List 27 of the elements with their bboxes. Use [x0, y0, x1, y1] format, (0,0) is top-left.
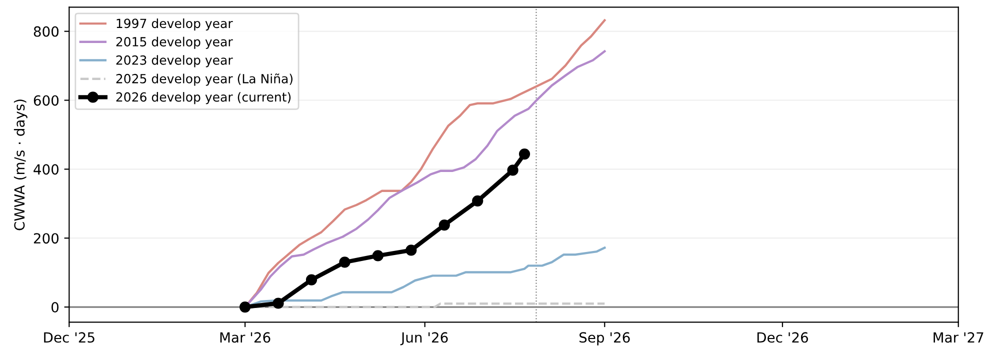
legend-label: 2023 develop year: [116, 55, 233, 68]
point: [372, 250, 384, 262]
x-tick-label: Sep '26: [580, 332, 630, 346]
y-tick-label: 200: [34, 233, 59, 244]
x-tick-label: Jun '26: [400, 332, 448, 346]
y-tick-label: 400: [34, 164, 59, 175]
y-tick-label: 0: [52, 302, 59, 313]
point: [239, 301, 251, 313]
legend-label: 2026 develop year (current): [116, 92, 291, 104]
point: [306, 274, 318, 286]
point: [507, 164, 518, 176]
point: [406, 244, 417, 256]
y-tick-label: 600: [34, 95, 59, 106]
y-tick-label: 800: [34, 26, 59, 37]
point: [518, 148, 530, 160]
x-tick-label: Dec '26: [757, 332, 808, 343]
x-tick-label: Dec '25: [44, 332, 94, 343]
point: [339, 256, 350, 268]
legend-label: 2015 develop year: [116, 36, 233, 49]
point: [272, 298, 284, 309]
x-tick-label: Mar '27: [934, 332, 984, 343]
legend-label: 1997 develop year: [116, 18, 233, 31]
y-axis-title: CWWA (m/s · days): [14, 100, 28, 230]
point: [438, 219, 450, 231]
legend-label: 2025 develop year (La Niña): [116, 73, 292, 86]
x-tick-label: Mar '26: [220, 332, 270, 343]
point: [472, 195, 484, 206]
